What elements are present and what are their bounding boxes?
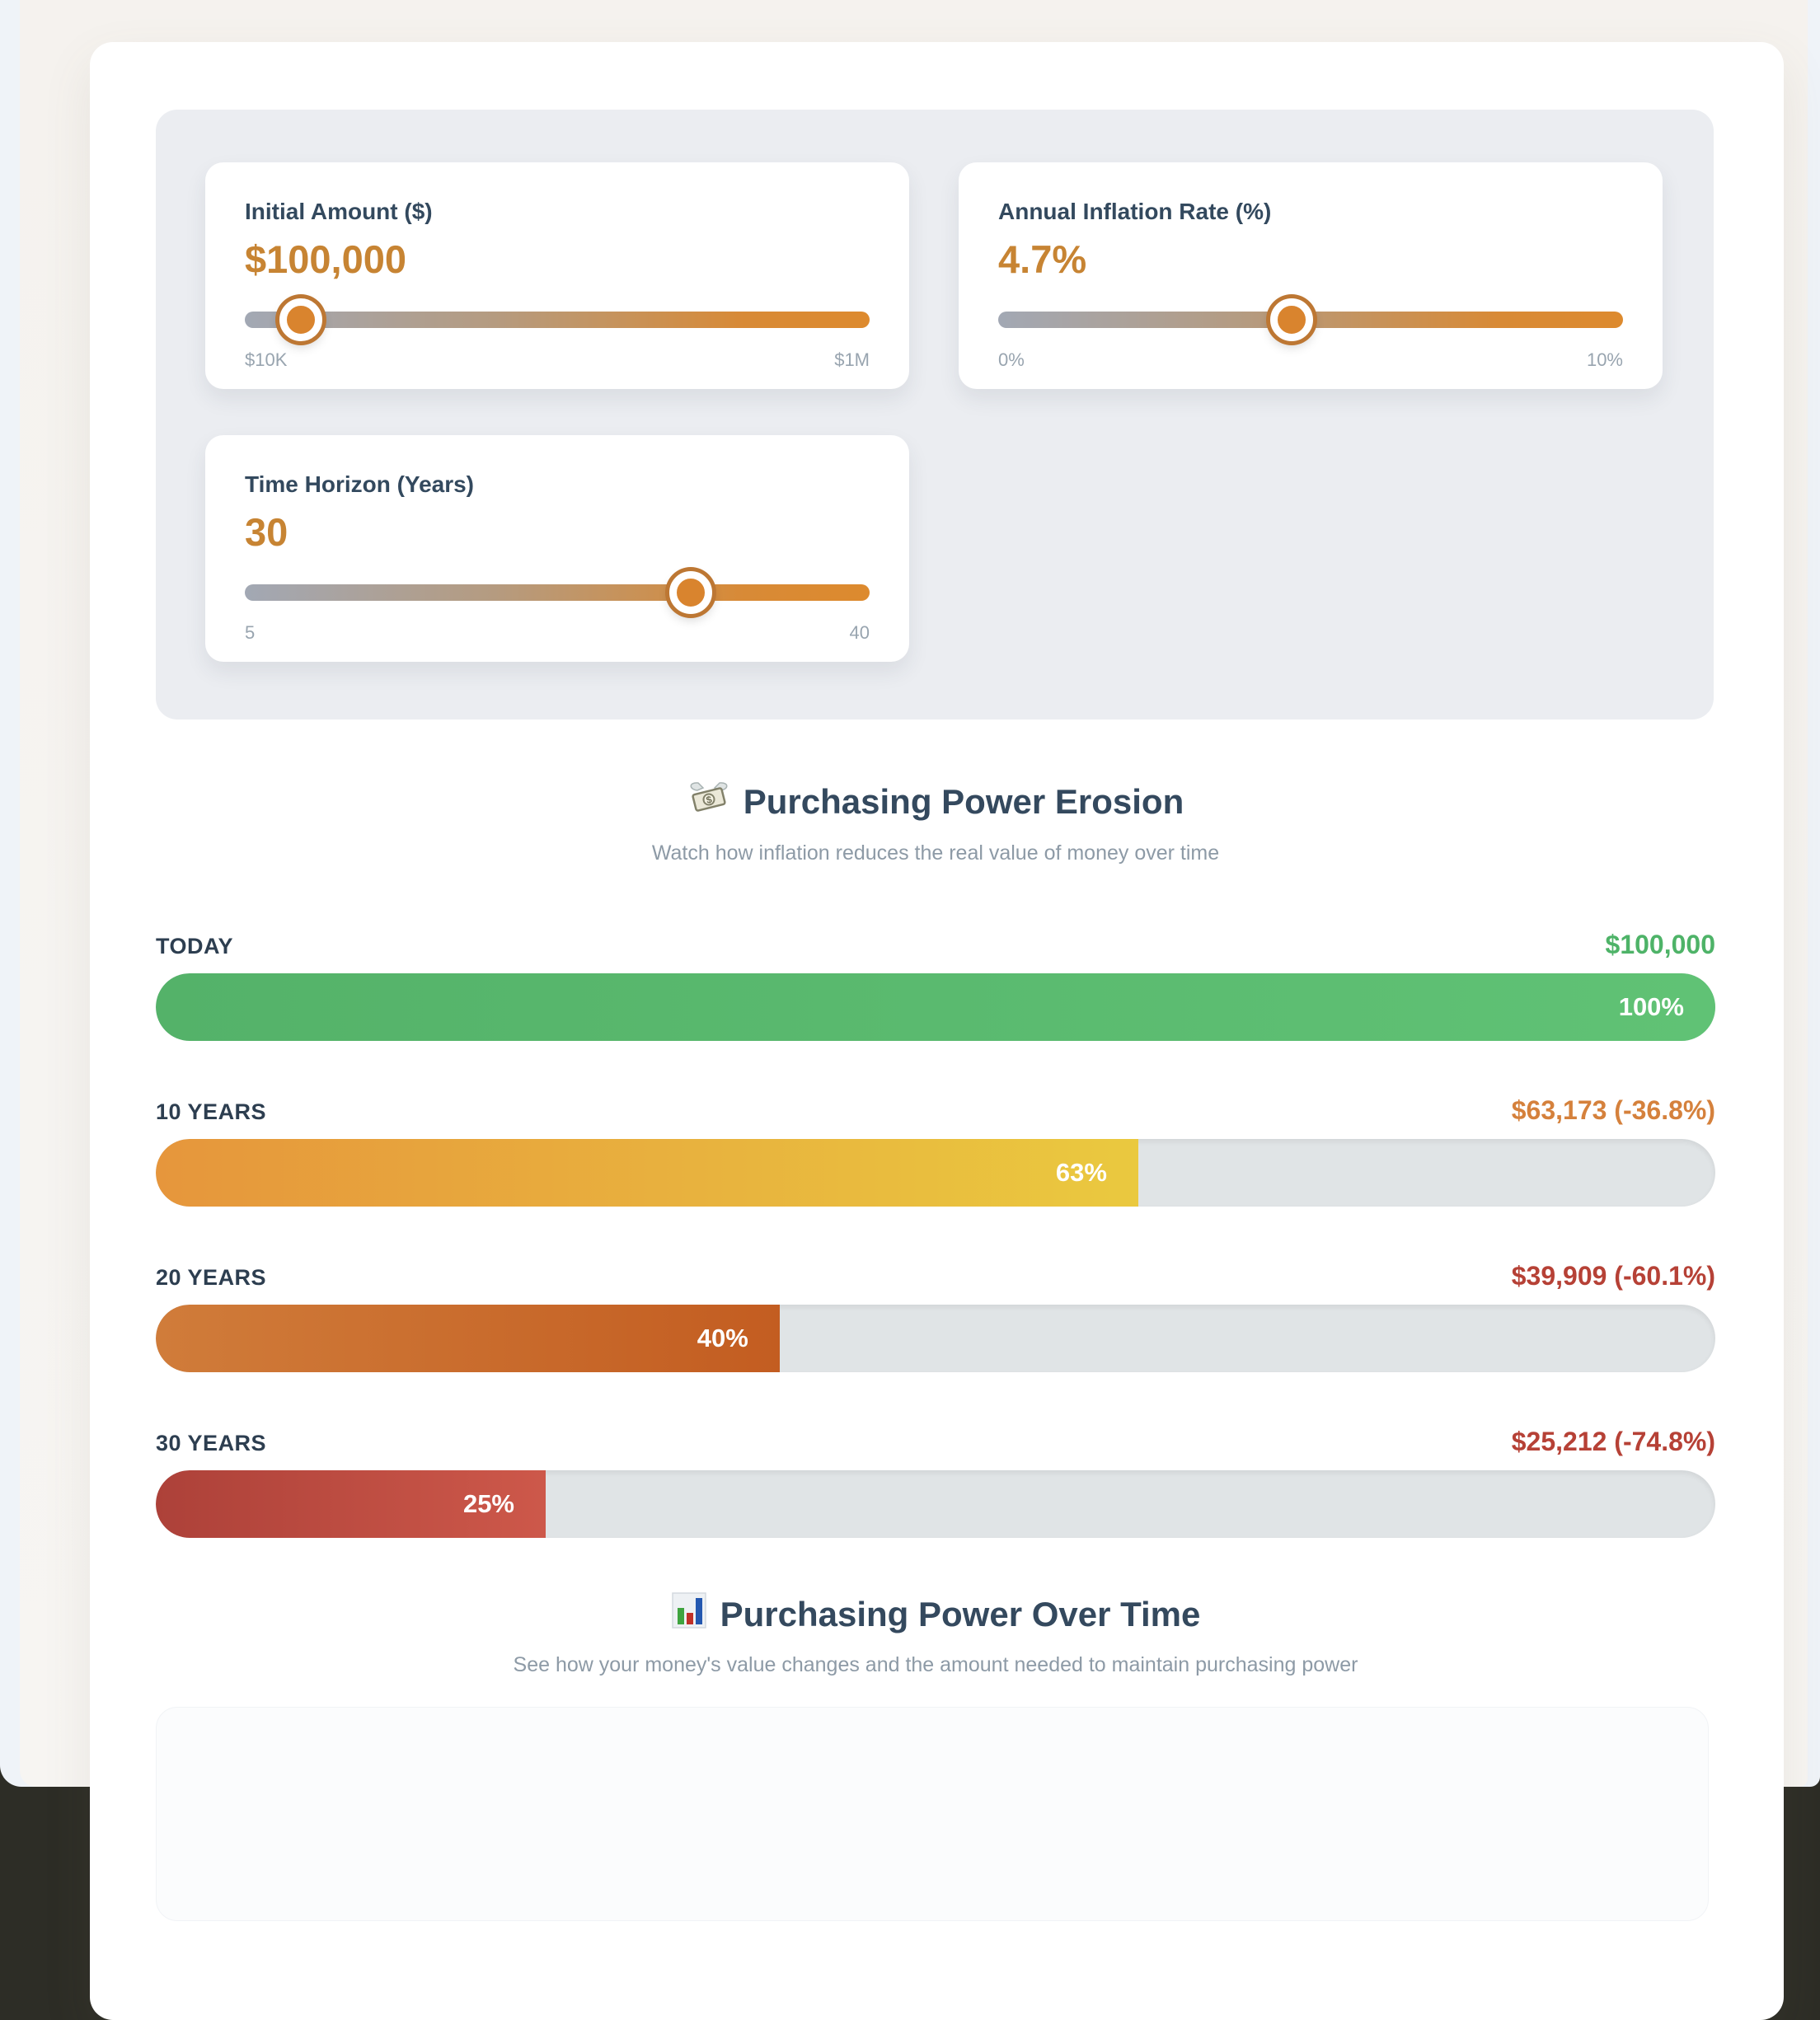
time-horizon-min-label: 5 <box>245 622 256 643</box>
time-horizon-label: Time Horizon (Years) <box>245 471 475 497</box>
erosion-bar-track: 40% <box>156 1305 1715 1372</box>
time-horizon-slider-handle[interactable] <box>669 571 713 614</box>
erosion-row-20-years: 20 YEARS $39,909 (-60.1%) 40% <box>156 1261 1715 1372</box>
inflation-rate-max-label: 10% <box>1586 349 1623 370</box>
erosion-row-label: TODAY <box>156 934 234 958</box>
erosion-row-value: $25,212 (-74.8%) <box>1511 1427 1715 1456</box>
erosion-bar-percent: 40% <box>697 1324 748 1352</box>
erosion-section-title: Purchasing Power Erosion <box>743 782 1184 821</box>
erosion-row-value: $100,000 <box>1605 930 1715 959</box>
erosion-row-30-years: 30 YEARS $25,212 (-74.8%) 25% <box>156 1427 1715 1538</box>
erosion-bar-track: 63% <box>156 1139 1715 1207</box>
inflation-calculator-card: Initial Amount ($) $100,000 $10K $1M Ann… <box>90 42 1784 2020</box>
inflation-rate-min-label: 0% <box>998 349 1025 370</box>
initial-amount-card: Initial Amount ($) $100,000 $10K $1M <box>205 162 909 389</box>
erosion-section-subtitle: Watch how inflation reduces the real val… <box>651 841 1220 865</box>
erosion-bar-fill: 25% <box>156 1470 546 1538</box>
erosion-row-value: $63,173 (-36.8%) <box>1511 1095 1715 1125</box>
initial-amount-slider-handle[interactable] <box>279 298 323 341</box>
erosion-bar-fill: 100% <box>156 973 1715 1041</box>
erosion-row-today: TODAY $100,000 100% <box>156 930 1715 1041</box>
app-surface: Initial Amount ($) $100,000 $10K $1M Ann… <box>20 0 1808 2020</box>
erosion-bar-percent: 63% <box>1055 1158 1107 1187</box>
erosion-bar-fill: 63% <box>156 1139 1138 1207</box>
erosion-row-10-years: 10 YEARS $63,173 (-36.8%) 63% <box>156 1095 1715 1207</box>
time-horizon-value: 30 <box>245 510 288 554</box>
erosion-bar-track: 25% <box>156 1470 1715 1538</box>
erosion-bar-percent: 25% <box>462 1489 514 1518</box>
inflation-rate-slider-handle[interactable] <box>1270 298 1314 341</box>
overtime-chart-panel <box>156 1707 1709 1921</box>
erosion-row-label: 10 YEARS <box>156 1099 267 1124</box>
erosion-bar-percent: 100% <box>1618 992 1684 1021</box>
inflation-rate-card: Annual Inflation Rate (%) 4.7% 0% 10% <box>959 162 1663 389</box>
erosion-rows: TODAY $100,000 100% 10 YEARS $63,173 (-3… <box>156 930 1715 1538</box>
time-horizon-card: Time Horizon (Years) 30 5 40 <box>205 435 909 662</box>
inflation-rate-label: Annual Inflation Rate (%) <box>998 199 1272 224</box>
bar-chart-icon <box>671 1592 707 1637</box>
sliders-panel: Initial Amount ($) $100,000 $10K $1M Ann… <box>156 110 1714 719</box>
overtime-section-subtitle: See how your money's value changes and t… <box>513 1653 1358 1676</box>
initial-amount-value: $100,000 <box>245 237 407 281</box>
erosion-row-label: 20 YEARS <box>156 1265 267 1290</box>
overtime-section-title-row: Purchasing Power Over Time <box>156 1592 1715 1637</box>
initial-amount-label: Initial Amount ($) <box>245 199 433 224</box>
overtime-section-title: Purchasing Power Over Time <box>720 1595 1201 1633</box>
time-horizon-max-label: 40 <box>849 622 870 643</box>
initial-amount-min-label: $10K <box>245 349 288 370</box>
erosion-row-label: 30 YEARS <box>156 1431 267 1455</box>
erosion-bar-track: 100% <box>156 973 1715 1041</box>
svg-text:$: $ <box>705 794 713 806</box>
inflation-rate-slider-track[interactable] <box>998 298 1623 341</box>
erosion-row-value: $39,909 (-60.1%) <box>1511 1261 1715 1291</box>
money-with-wings-icon: $ <box>687 779 730 825</box>
time-horizon-slider-track[interactable] <box>245 571 870 614</box>
erosion-section-title-row: $ Purchasing Power Erosion <box>156 779 1715 825</box>
initial-amount-slider-track[interactable] <box>245 298 870 341</box>
inflation-rate-value: 4.7% <box>998 237 1087 281</box>
erosion-bar-fill: 40% <box>156 1305 780 1372</box>
initial-amount-max-label: $1M <box>834 349 870 370</box>
